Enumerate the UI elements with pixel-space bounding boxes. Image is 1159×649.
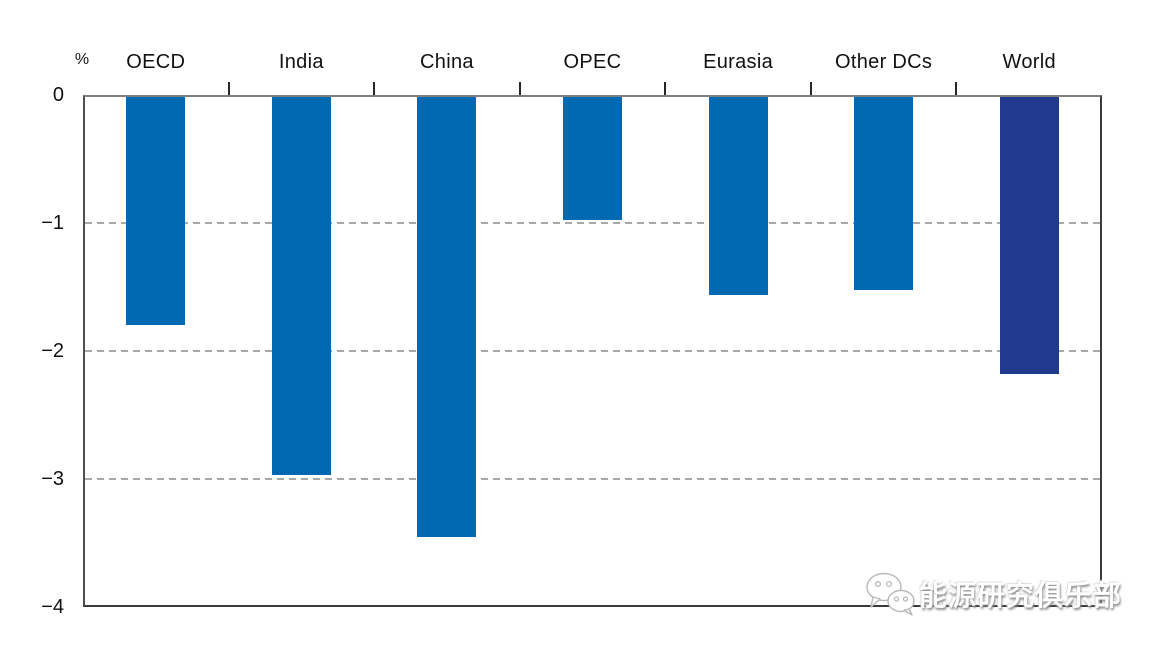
y-axis-tick-label: −1	[41, 212, 64, 234]
axis-tick	[664, 82, 667, 95]
bar-india	[271, 97, 331, 476]
gridline	[85, 222, 1100, 224]
category-label-oecd: OECD	[126, 51, 186, 73]
bar-oecd	[126, 97, 186, 326]
category-label-other-dcs: Other DCs	[835, 51, 933, 73]
y-axis-tick-label: −3	[41, 468, 64, 490]
bar-world	[999, 97, 1059, 375]
y-axis-unit-label: %	[74, 51, 90, 68]
gridline	[85, 478, 1100, 480]
bar-other-dcs	[854, 97, 914, 290]
category-label-opec: OPEC	[563, 51, 622, 73]
axis-tick	[955, 82, 958, 95]
category-label-world: World	[1002, 51, 1056, 73]
axis-tick	[373, 82, 376, 95]
bar-china	[417, 97, 477, 537]
y-axis-tick-label: 0	[52, 84, 64, 106]
y-axis-tick-label: −4	[41, 596, 64, 618]
watermark-text: 能源研究俱乐部	[919, 580, 1123, 611]
axis-tick	[809, 82, 812, 95]
axis-tick	[518, 82, 521, 95]
y-axis-tick-label: −2	[41, 340, 64, 362]
plot-area	[83, 95, 1102, 607]
category-label-india: India	[278, 51, 324, 73]
bar-eurasia	[708, 97, 768, 295]
category-label-china: China	[420, 51, 474, 73]
category-label-eurasia: Eurasia	[703, 51, 774, 73]
gridline	[85, 350, 1100, 352]
watermark: 能源研究俱乐部	[864, 572, 1122, 616]
bar-opec	[563, 97, 622, 221]
wechat-icon	[866, 572, 915, 616]
axis-tick	[227, 82, 230, 95]
